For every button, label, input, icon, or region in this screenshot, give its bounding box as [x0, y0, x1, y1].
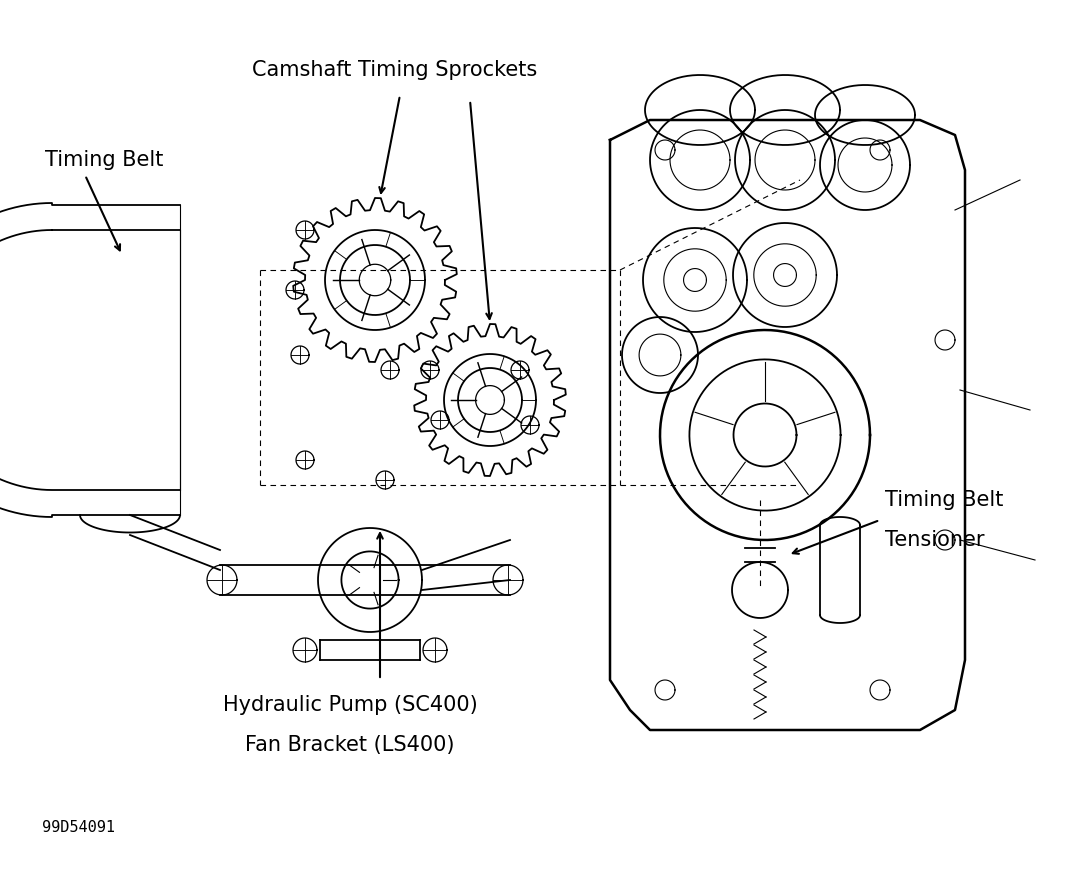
Text: Camshaft Timing Sprockets: Camshaft Timing Sprockets [252, 60, 538, 80]
Text: Tensioner: Tensioner [885, 530, 985, 550]
Text: Timing Belt: Timing Belt [885, 490, 1004, 510]
Text: Timing Belt: Timing Belt [45, 150, 164, 170]
Text: Hydraulic Pump (SC400): Hydraulic Pump (SC400) [222, 695, 478, 715]
Text: 99D54091: 99D54091 [42, 820, 115, 835]
Text: Fan Bracket (LS400): Fan Bracket (LS400) [245, 735, 454, 755]
